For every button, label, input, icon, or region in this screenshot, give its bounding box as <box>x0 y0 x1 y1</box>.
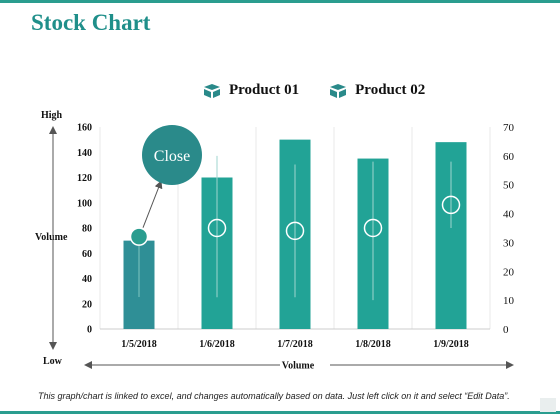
x-axis-tick-label: 1/7/2018 <box>277 339 313 350</box>
right-axis-tick-label: 10 <box>503 295 515 307</box>
legend-item-product-02: Product 02 <box>329 82 425 99</box>
top-accent-bar <box>0 0 560 3</box>
right-axis-tick-label: 30 <box>503 237 515 249</box>
bottom-axis-label: Volume <box>282 361 315 372</box>
close-marker <box>207 218 227 238</box>
left-axis-tick-label: 40 <box>82 274 92 285</box>
right-axis-tick-label: 20 <box>503 266 515 278</box>
x-axis-tick-label: 1/9/2018 <box>433 339 469 350</box>
right-axis-tick-label: 0 <box>503 324 509 336</box>
close-marker <box>285 221 305 241</box>
left-axis-tick-label: 0 <box>87 325 92 336</box>
callout-pointer <box>142 180 163 228</box>
right-axis-tick-label: 40 <box>503 209 515 221</box>
x-axis-tick-label: 1/5/2018 <box>121 339 157 350</box>
slide-title: Stock Chart <box>31 10 151 35</box>
right-axis-tick-label: 50 <box>503 180 515 192</box>
low-label: Low <box>43 356 62 367</box>
corner-decoration <box>540 398 556 412</box>
box-icon <box>204 83 220 98</box>
right-axis-tick-label: 60 <box>503 151 515 163</box>
chart-legend: Product 01 Product 02 <box>203 82 455 99</box>
legend-item-product-01: Product 01 <box>203 82 299 99</box>
left-axis-tick-label: 120 <box>77 173 92 184</box>
footer-note: This graph/chart is linked to excel, and… <box>38 391 510 401</box>
close-callout-label: Close <box>154 148 190 165</box>
box-icon <box>330 83 347 98</box>
left-axis-tick-label: 60 <box>82 249 92 260</box>
legend-label-product-02: Product 02 <box>355 82 426 98</box>
x-axis-tick-label: 1/8/2018 <box>355 339 391 350</box>
right-axis-tick-label: 70 <box>503 122 515 134</box>
x-axis-tick-label: 1/6/2018 <box>199 339 235 350</box>
bottom-accent-bar <box>0 411 560 414</box>
left-axis-tick-label: 20 <box>82 299 92 310</box>
close-marker <box>363 218 383 238</box>
close-marker <box>129 227 149 246</box>
close-marker <box>441 195 461 215</box>
legend-label-product-01: Product 01 <box>229 82 300 98</box>
left-axis-tick-label: 80 <box>82 224 92 235</box>
high-label: High <box>41 110 63 121</box>
left-axis-tick-label: 100 <box>77 198 92 209</box>
close-callout-bubble <box>142 125 202 185</box>
left-axis-tick-label: 140 <box>77 148 92 159</box>
left-axis-tick-label: 160 <box>77 123 92 134</box>
